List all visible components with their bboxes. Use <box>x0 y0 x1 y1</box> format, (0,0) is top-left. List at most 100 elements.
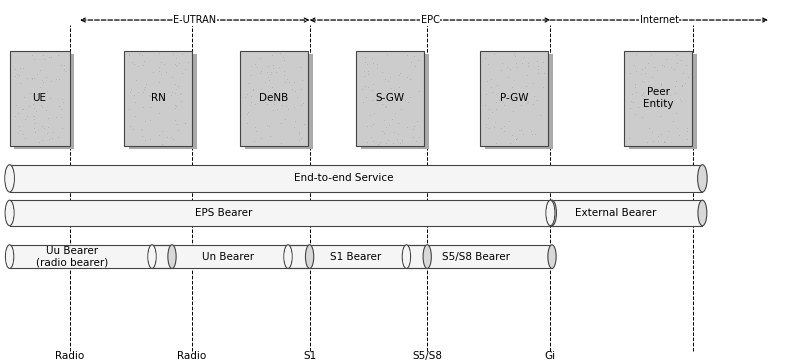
Point <box>21 75 34 81</box>
Point <box>296 100 309 106</box>
Point <box>130 77 142 83</box>
Point <box>13 80 26 86</box>
Point <box>642 82 655 88</box>
Point <box>158 61 171 67</box>
Bar <box>152 245 310 269</box>
Point <box>28 105 41 111</box>
Point <box>167 136 180 142</box>
Point <box>515 92 528 98</box>
Point <box>38 125 50 131</box>
Point <box>266 84 278 90</box>
Point <box>249 124 262 130</box>
Point <box>33 139 46 145</box>
Point <box>175 51 188 57</box>
Point <box>489 141 502 146</box>
Point <box>166 89 178 95</box>
Point <box>630 89 642 95</box>
Point <box>42 115 54 121</box>
Point <box>644 51 657 57</box>
Point <box>627 62 640 68</box>
Bar <box>240 51 308 146</box>
Point <box>513 127 526 133</box>
Point <box>169 62 182 67</box>
Point <box>531 66 544 72</box>
Point <box>502 74 514 80</box>
Point <box>503 96 516 102</box>
Point <box>366 97 378 103</box>
Point <box>654 80 667 86</box>
Ellipse shape <box>306 245 314 269</box>
Ellipse shape <box>698 165 707 192</box>
Point <box>288 124 301 130</box>
Point <box>515 60 528 66</box>
Point <box>364 123 377 128</box>
Point <box>388 87 401 93</box>
Point <box>275 120 288 126</box>
Point <box>56 96 69 102</box>
Point <box>288 118 301 123</box>
Text: Radio: Radio <box>178 351 206 361</box>
Point <box>40 130 53 136</box>
Text: RN: RN <box>150 93 166 103</box>
Point <box>390 136 403 142</box>
Point <box>247 86 260 92</box>
Point <box>677 70 690 76</box>
Point <box>638 79 650 85</box>
Point <box>669 90 682 96</box>
Point <box>363 112 376 118</box>
Point <box>360 123 373 129</box>
Point <box>122 106 135 112</box>
Bar <box>624 51 692 146</box>
Point <box>658 139 670 145</box>
Point <box>266 52 278 58</box>
Ellipse shape <box>548 245 556 269</box>
Point <box>636 79 649 84</box>
Point <box>623 105 636 111</box>
Point <box>382 78 394 84</box>
Point <box>290 94 303 100</box>
Point <box>629 84 642 90</box>
Point <box>170 63 183 69</box>
Point <box>631 104 644 110</box>
Point <box>493 97 506 103</box>
Point <box>267 101 280 107</box>
Point <box>55 106 68 112</box>
Point <box>161 134 174 140</box>
Point <box>362 68 374 74</box>
Point <box>678 80 691 86</box>
Point <box>258 79 271 85</box>
Point <box>154 71 167 77</box>
Point <box>537 60 550 66</box>
Point <box>413 88 426 94</box>
Point <box>680 125 693 131</box>
Point <box>623 135 636 141</box>
Point <box>261 69 274 75</box>
Point <box>57 99 70 104</box>
Point <box>26 76 38 82</box>
Point <box>509 53 522 59</box>
Point <box>681 128 694 134</box>
Point <box>382 137 394 143</box>
Point <box>278 72 290 78</box>
Point <box>379 103 392 109</box>
Point <box>287 104 300 110</box>
Point <box>380 140 393 146</box>
Text: S-GW: S-GW <box>375 93 405 103</box>
Point <box>165 92 178 98</box>
Point <box>530 97 543 103</box>
Point <box>658 63 670 68</box>
Point <box>663 92 676 98</box>
Text: Gi: Gi <box>545 351 556 361</box>
Point <box>514 127 527 132</box>
Point <box>34 102 47 108</box>
Point <box>516 131 529 137</box>
Point <box>409 63 422 69</box>
Text: S5/S8: S5/S8 <box>412 351 442 361</box>
Point <box>666 118 679 123</box>
Point <box>526 131 539 137</box>
Point <box>173 92 186 98</box>
Point <box>242 80 255 86</box>
Point <box>282 79 295 85</box>
Point <box>358 68 370 74</box>
Point <box>127 92 140 98</box>
